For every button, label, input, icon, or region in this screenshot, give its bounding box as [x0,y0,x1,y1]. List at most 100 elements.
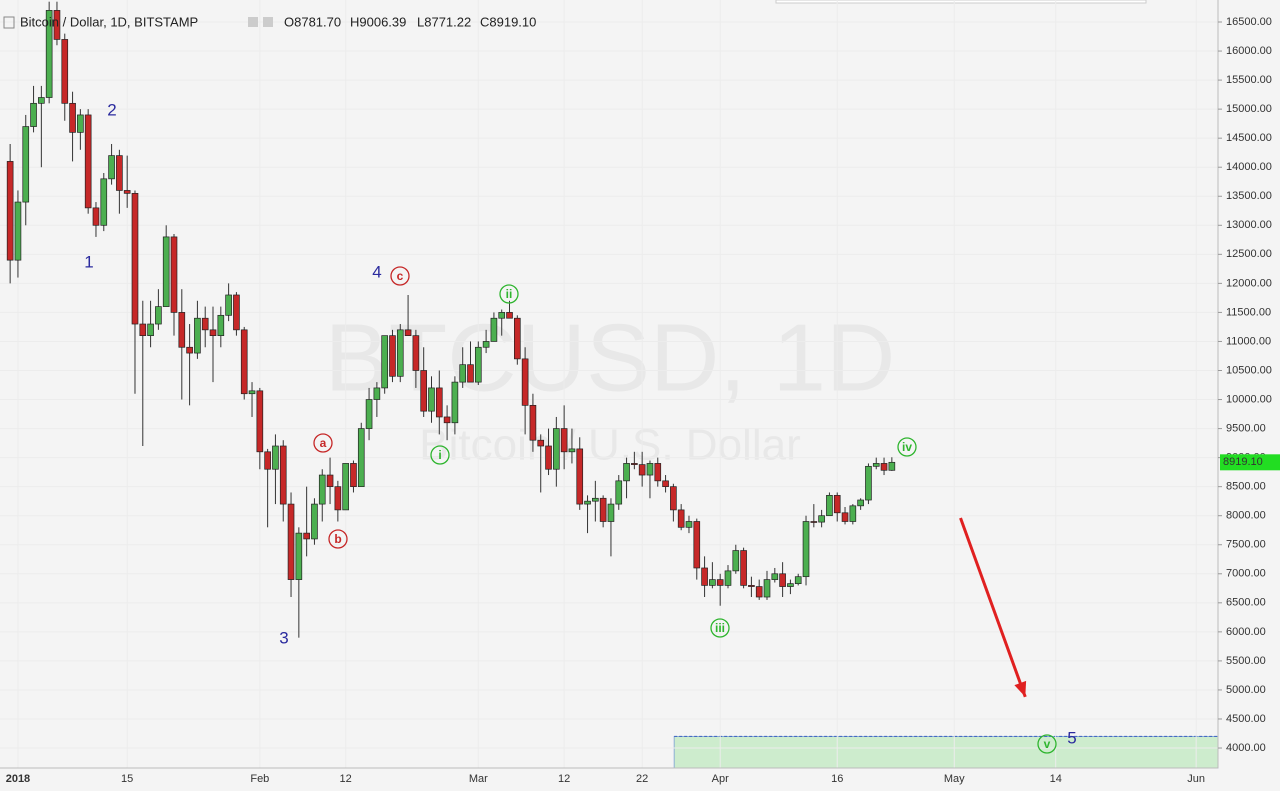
candle-body [740,550,747,586]
candle-body [459,364,467,383]
wave-label: iii [715,621,725,635]
candle-body [209,329,217,336]
candle-body [389,335,396,377]
wave-circle [1037,734,1057,754]
wave-circle [430,445,450,465]
candle-body [693,521,701,569]
candle-body [545,445,552,470]
candle-body [888,461,896,471]
candle-body [584,500,591,505]
wave-label: 1 [84,252,93,271]
candle-body [342,463,349,511]
y-tick-label: 7000.00 [1226,568,1266,580]
wave-label: b [334,532,341,546]
watermark-subtitle: Bitcoin / U.S. Dollar [419,421,800,470]
y-tick-label: 5000.00 [1226,684,1266,696]
candle-body [225,294,232,316]
candle-body [303,532,310,540]
candle-body [818,515,825,523]
icon[interactable] [248,17,258,27]
wave-circle [328,529,348,549]
candle-body [318,474,326,505]
y-tick-label: 4500.00 [1226,713,1266,725]
candle-body [272,445,279,470]
y-tick-label: 12500.00 [1226,248,1272,260]
wave-label: 5 [1067,728,1076,747]
candle-body [841,512,849,522]
y-tick-label: 16000.00 [1226,45,1272,57]
high-label: H9006.39 [350,14,406,29]
y-tick-label: 7500.00 [1226,539,1266,551]
candle-body [69,102,76,133]
candle-body [295,532,303,580]
y-tick-label: 13500.00 [1226,190,1272,202]
wave-circle [313,433,333,453]
candle-body [521,358,529,406]
candle-body [685,521,693,528]
candle-body [131,193,139,325]
candle-body [631,463,638,465]
candle-body [732,550,740,572]
y-tick-label: 15500.00 [1226,74,1272,86]
x-tick-label: 16 [831,773,843,785]
candle-body [116,155,123,191]
x-tick-label: May [944,773,965,785]
candle-body [857,499,864,507]
y-tick-label: 14500.00 [1226,132,1272,144]
candle-body [498,312,506,319]
y-tick-label: 14000.00 [1226,161,1272,173]
wave-label: a [320,436,327,450]
last-price-tag [1220,454,1280,471]
candle-body [638,464,646,476]
candle-body [787,583,794,587]
candle-body [568,448,576,453]
x-tick-label: Apr [712,773,729,785]
target-zone [673,736,1219,769]
candle-body [560,428,568,453]
candle-body [412,335,420,371]
candle-body [6,161,14,261]
x-tick-label: 2018 [6,773,30,785]
arrow [959,517,1027,698]
candle-body [646,463,654,476]
candle-body [771,573,779,580]
candle-body [381,335,388,389]
candle-body [350,463,357,488]
candle-body [709,579,716,586]
x-tick-label: 12 [558,773,570,785]
arrow-head [1014,680,1027,697]
wave-circle [710,618,730,638]
candle-body [178,312,186,348]
candle-body [61,39,69,104]
candle-body [256,390,264,453]
icon[interactable] [263,17,273,27]
y-tick-label: 15000.00 [1226,103,1272,115]
candle-body [435,387,443,418]
collapse-icon[interactable] [3,16,15,29]
x-tick-label: 12 [340,773,352,785]
y-tick-label: 8000.00 [1226,510,1266,522]
candle-body [264,451,271,470]
x-tick-label: 15 [121,773,133,785]
candle-body [849,505,857,522]
wave-label: v [1044,737,1051,751]
y-tick-label: 13000.00 [1226,219,1272,231]
candle-body [490,317,498,342]
candle-body [396,329,404,377]
candle-body [428,387,435,412]
candle-body [311,503,318,540]
candle-body [53,10,61,40]
candle-body [529,404,537,441]
candle-body [194,317,201,354]
candle-body [77,114,84,133]
symbol-title: Bitcoin / Dollar, 1D, BITSTAMP [20,14,198,29]
candle-body [553,428,560,470]
candle-body [38,97,45,104]
candle-body [404,329,412,336]
wave-label: 3 [279,628,288,647]
candle-body [810,521,818,523]
candle-body [748,585,755,587]
candle-body [186,346,193,354]
